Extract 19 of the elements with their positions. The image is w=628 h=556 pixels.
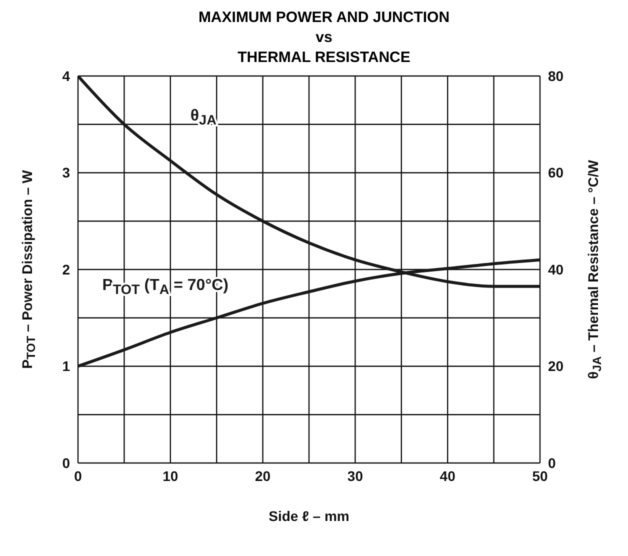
x-tick-label: 0	[74, 468, 82, 484]
y-tick-label: 4	[62, 68, 70, 84]
y-tick-label: 0	[62, 454, 70, 471]
x-tick-label: 50	[532, 468, 548, 484]
chart-title: MAXIMUM POWER AND JUNCTION vs THERMAL RESISTANCE	[197, 8, 451, 68]
y2-tick-label: 60	[548, 164, 564, 181]
x-tick-label: 40	[440, 468, 456, 484]
y-tick-label: 3	[62, 164, 70, 181]
y-tick-label: 1	[62, 358, 70, 374]
y2-tick-label: 20	[548, 358, 564, 374]
y2-tick-label: 40	[548, 261, 564, 278]
x-axis-title: Side ℓ – mm	[268, 508, 350, 524]
text: θ$_{JA}$	[190, 108, 217, 128]
y2-tick-label: 80	[548, 68, 564, 84]
x-tick-label: 30	[347, 468, 364, 484]
y-tick-label: 2	[62, 261, 70, 278]
x-tick-label: 10	[162, 468, 178, 484]
y2-tick-label: 0	[548, 454, 556, 471]
x-tick-label: 20	[255, 468, 271, 484]
